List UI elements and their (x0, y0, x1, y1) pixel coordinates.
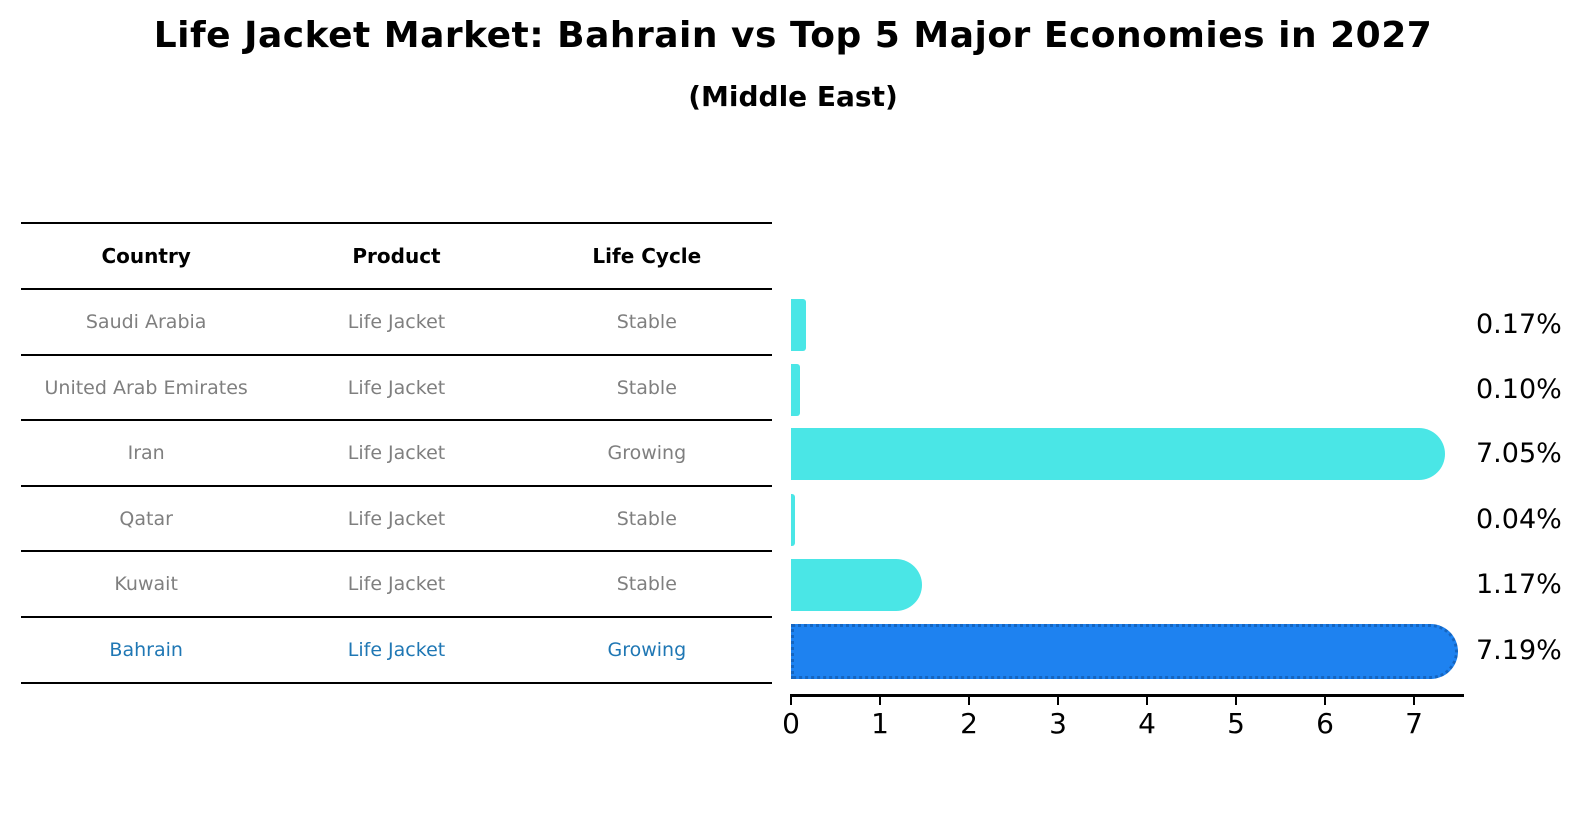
cell-country: Qatar (119, 507, 173, 530)
cell-country: Iran (127, 442, 165, 464)
x-axis-tick (1146, 697, 1148, 705)
table-header-country: Country (101, 244, 191, 268)
x-axis-tick (1413, 697, 1415, 705)
bar-bahrain (791, 623, 1458, 679)
cell-product: Life Jacket (347, 639, 446, 661)
cell-country: Bahrain (109, 639, 183, 661)
cell-country: United Arab Emirates (44, 376, 248, 399)
x-axis-tick-label: 5 (1227, 707, 1245, 740)
chart-title: Life Jacket Market: Bahrain vs Top 5 Maj… (153, 15, 1433, 56)
x-axis-tick-label: 2 (960, 707, 978, 740)
bar-value-label: 7.19% (1476, 635, 1562, 666)
x-axis-tick (1057, 697, 1059, 705)
cell-product: Life Jacket (347, 311, 446, 333)
table-header-row: Country Product Life Cycle (21, 222, 772, 290)
cell-country: Kuwait (114, 573, 178, 595)
cell-life-cycle: Growing (607, 639, 687, 661)
bar-value-label: 0.10% (1476, 374, 1562, 405)
x-axis-tick-label: 7 (1405, 707, 1423, 740)
bar-value-label: 0.04% (1476, 504, 1562, 535)
bar-value-label: 7.05% (1476, 438, 1562, 469)
bar-kuwait (791, 559, 923, 611)
x-axis-line (790, 694, 1464, 697)
cell-life-cycle: Stable (616, 311, 677, 333)
bar-saudi-arabia (791, 299, 807, 351)
x-axis-tick-label: 1 (871, 707, 889, 740)
table-row-kuwait: Kuwait Life Jacket Stable (21, 552, 772, 618)
cell-product: Life Jacket (347, 442, 446, 464)
bar-united-arab-emirates (791, 364, 800, 416)
x-axis-tick (1235, 697, 1237, 705)
cell-product: Life Jacket (347, 376, 446, 399)
cell-life-cycle: Stable (616, 376, 677, 399)
bar-value-label: 0.17% (1476, 309, 1562, 340)
table-row-qatar: Qatar Life Jacket Stable (21, 487, 772, 552)
x-axis-tick-label: 0 (782, 707, 800, 740)
table-row-united-arab-emirates: United Arab Emirates Life Jacket Stable (21, 356, 772, 421)
cell-country: Saudi Arabia (85, 311, 207, 333)
cell-life-cycle: Stable (616, 573, 677, 595)
x-axis-tick-label: 4 (1138, 707, 1156, 740)
table-row-saudi-arabia: Saudi Arabia Life Jacket Stable (21, 290, 772, 356)
x-axis-tick (1324, 697, 1326, 705)
x-axis-tick-label: 6 (1316, 707, 1334, 740)
x-axis-tick-label: 3 (1049, 707, 1067, 740)
bar-value-label: 1.17% (1476, 569, 1562, 600)
bar-iran (791, 428, 1446, 480)
table-row-iran: Iran Life Jacket Growing (21, 421, 772, 487)
x-axis-tick (879, 697, 881, 705)
cell-product: Life Jacket (347, 507, 446, 530)
bar-qatar (791, 494, 795, 546)
x-axis-tick (968, 697, 970, 705)
cell-product: Life Jacket (347, 573, 446, 595)
cell-life-cycle: Stable (616, 507, 677, 530)
cell-life-cycle: Growing (607, 442, 687, 464)
x-axis-tick (790, 697, 792, 705)
table-row-bahrain: Bahrain Life Jacket Growing (21, 618, 772, 684)
chart-subtitle: (Middle East) (688, 80, 898, 113)
table-header-product: Product (352, 244, 441, 268)
country-table: Country Product Life Cycle Saudi Arabia Life… (21, 222, 772, 684)
table-header-life-cycle: Life Cycle (592, 244, 702, 268)
